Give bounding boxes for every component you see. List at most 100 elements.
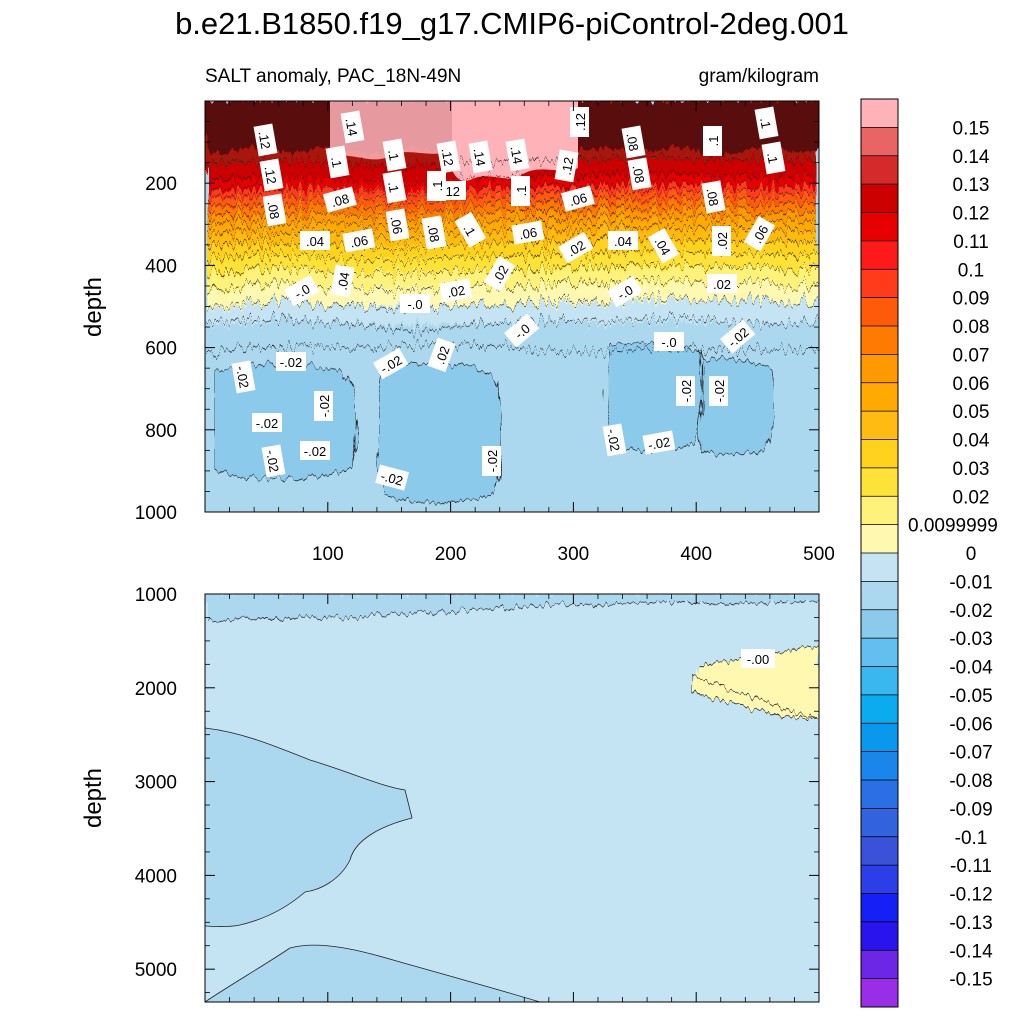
contour-label-bg bbox=[262, 193, 287, 227]
contour-label: .08 bbox=[322, 186, 357, 213]
contour-label-text: -.02 bbox=[712, 380, 727, 402]
contour-label-bg bbox=[375, 464, 410, 491]
colorbar-swatch bbox=[861, 751, 898, 781]
contour-label-text: .02 bbox=[713, 277, 731, 292]
contour-label-text: .04 bbox=[614, 234, 632, 249]
contour-label: .1 bbox=[703, 126, 722, 156]
contour-label-text: .08 bbox=[624, 132, 642, 152]
contour-label: .04 bbox=[647, 228, 680, 264]
bottom-deep-lobe bbox=[205, 945, 540, 1002]
contour-label: -.02 bbox=[231, 360, 256, 394]
contour-label-bg bbox=[602, 423, 627, 457]
top-ytick-label: 600 bbox=[145, 339, 177, 360]
contour-label-text: -.02 bbox=[647, 434, 672, 453]
colorbar-swatch bbox=[861, 666, 898, 696]
colorbar-swatch bbox=[861, 496, 898, 526]
contour-label-text: .1 bbox=[706, 136, 721, 147]
contour-label-bg bbox=[558, 231, 594, 264]
contour-label-bg bbox=[261, 444, 286, 478]
contour-label: -.02 bbox=[642, 430, 676, 455]
top-ytick-label: 800 bbox=[145, 421, 177, 442]
contour-label-bg bbox=[647, 228, 680, 264]
colorbar-label: 0.13 bbox=[953, 175, 990, 196]
contour-label-bg bbox=[709, 376, 728, 406]
contour-label: -.0 bbox=[504, 313, 540, 348]
bottom-ytick-label: 4000 bbox=[135, 866, 177, 887]
subtitle-right: gram/kilogram bbox=[699, 66, 819, 87]
contour-label-text: -.0 bbox=[512, 321, 533, 342]
colorbar-label: 0.0099999 bbox=[908, 516, 998, 537]
colorbar-label: -0.05 bbox=[949, 686, 992, 707]
colorbar-label: 0.06 bbox=[953, 374, 990, 395]
contour-label-bg bbox=[325, 145, 350, 179]
contour-label-text: .14 bbox=[471, 147, 489, 167]
colorbar-frame bbox=[860, 98, 899, 1008]
colorbar-label: -0.04 bbox=[949, 658, 993, 679]
contour-label-bg bbox=[439, 278, 473, 303]
contour-label-text: .08 bbox=[425, 223, 443, 243]
bottom-ticks: 1000 2000 3000 4000 5000 bbox=[135, 585, 820, 1002]
colorbar-swatch bbox=[861, 411, 898, 440]
contour-label: -.02 bbox=[482, 446, 501, 476]
contour-label-text: -.0 bbox=[661, 335, 676, 350]
contour-label: .1 bbox=[325, 145, 350, 179]
top-ytick-label: 1000 bbox=[135, 503, 177, 524]
contour-label-text: .02 bbox=[432, 344, 452, 366]
contour-label-bg bbox=[382, 170, 407, 204]
contour-label-bg bbox=[276, 352, 306, 371]
contour-label: .06 bbox=[511, 220, 545, 245]
contour-label: -.02 bbox=[709, 376, 728, 406]
colorbar-swatch bbox=[861, 382, 898, 412]
bottom-ytick-label: 5000 bbox=[135, 960, 177, 981]
colorbar-label: -0.1 bbox=[955, 828, 988, 849]
colorbar-label: 0.1 bbox=[958, 260, 984, 281]
contour-label-text: .14 bbox=[508, 145, 526, 165]
colorbar-label: 0.05 bbox=[953, 402, 990, 423]
contour-label: .1 bbox=[754, 106, 779, 140]
contour-label-text: .08 bbox=[329, 191, 350, 210]
contour-label: .02 bbox=[558, 231, 594, 264]
bottom-contour-labels: -.00 bbox=[741, 649, 775, 668]
top-xtick-label: 400 bbox=[680, 544, 712, 565]
contour-label-text: .1 bbox=[328, 155, 345, 168]
contour-label-bg bbox=[621, 125, 646, 159]
pocket-4 bbox=[700, 358, 773, 455]
contour-label: .14 bbox=[340, 110, 365, 144]
colorbar-label: -0.06 bbox=[949, 714, 992, 735]
contour-label-bg bbox=[253, 123, 278, 157]
bottom-ylabel: depth bbox=[80, 768, 107, 828]
contour-label-bg bbox=[654, 332, 684, 351]
colorbar-swatch bbox=[861, 836, 898, 866]
contour-label-text: -.0 bbox=[407, 297, 422, 312]
contour-label-bg bbox=[314, 391, 333, 421]
colorbar-swatch bbox=[861, 978, 898, 1008]
contour-label: .12 bbox=[436, 140, 461, 174]
contour-label-text: .06 bbox=[518, 225, 538, 243]
contour-label-bg bbox=[427, 171, 446, 201]
contour-label: .06 bbox=[385, 208, 410, 242]
contour-label-text: -.02 bbox=[317, 395, 332, 417]
colorbar-label: 0.04 bbox=[953, 431, 990, 452]
colorbar-swatch bbox=[861, 723, 898, 753]
contour-label: -.02 bbox=[252, 413, 282, 432]
contour-label-text: .12 bbox=[442, 184, 460, 199]
colorbar-label: -0.13 bbox=[949, 913, 992, 934]
colorbar-swatch bbox=[861, 184, 898, 213]
contour-label: .02 bbox=[707, 274, 737, 293]
contour-label-text: -.02 bbox=[263, 449, 282, 474]
contour-label: .08 bbox=[627, 157, 652, 191]
contour-label-text: -.02 bbox=[256, 416, 278, 431]
contour-label-text: -.02 bbox=[679, 380, 694, 402]
top-xtick-label: 500 bbox=[803, 544, 835, 565]
contour-label-text: -.02 bbox=[485, 450, 500, 472]
contour-label: .1 bbox=[454, 212, 487, 248]
contour-label-text: -.02 bbox=[233, 365, 252, 390]
contour-label-text: -.02 bbox=[604, 428, 623, 453]
contour-label-bg bbox=[505, 138, 530, 172]
bottom-panel: -.00 1000 2000 3000 4000 5000 depth bbox=[80, 585, 820, 1003]
colorbar-swatch bbox=[861, 297, 898, 327]
bottom-left-lobe bbox=[205, 728, 412, 927]
contour-label-bg bbox=[607, 275, 643, 308]
colorbar-label: 0.14 bbox=[953, 147, 990, 168]
contour-label-text: .08 bbox=[630, 164, 648, 184]
